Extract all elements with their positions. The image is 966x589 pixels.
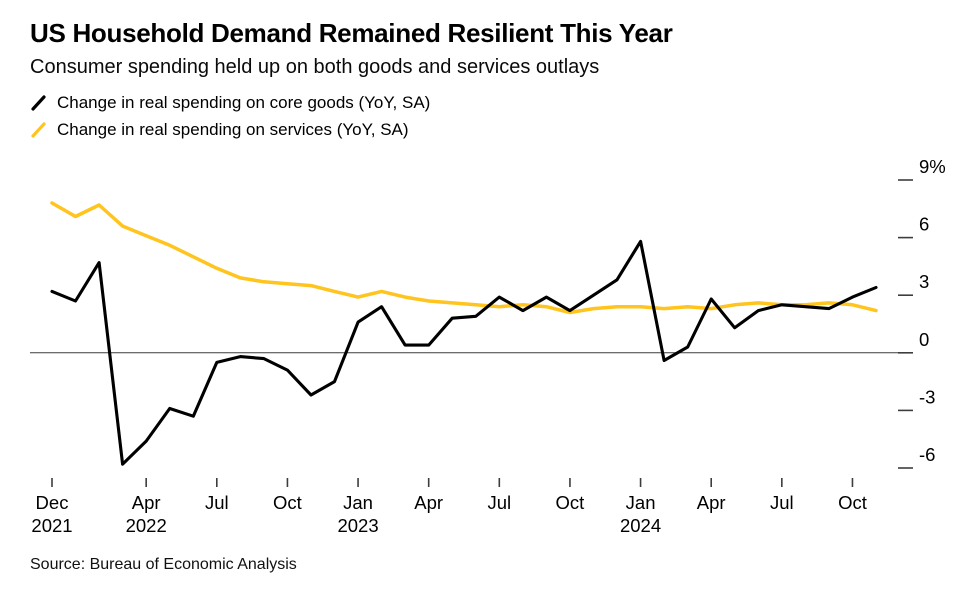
legend-label-core-goods: Change in real spending on core goods (Y… <box>57 93 431 112</box>
services-series-line <box>50 201 878 315</box>
chart-area: 9% 6 3 0 -3 -6 Dec 2021 Apr 2022 Jul Oct Jan 2023 Apr J… <box>0 146 966 538</box>
x-tick-year: 2024 <box>620 515 661 536</box>
x-tick-month: Jan <box>626 492 656 513</box>
y-tick-label: -3 <box>919 386 935 407</box>
legend-label-services: Change in real spending on services (YoY… <box>57 120 409 139</box>
y-tick-label: 3 <box>919 271 929 292</box>
legend: Change in real spending on core goods (Y… <box>30 91 938 142</box>
y-tick-label: 0 <box>919 329 929 350</box>
x-tick-month: Jan <box>343 492 373 513</box>
x-tick-month: Dec <box>36 492 69 513</box>
chart-title: US Household Demand Remained Resilient T… <box>30 18 673 48</box>
chart-header: US Household Demand Remained Resilient T… <box>0 0 966 142</box>
y-tick-label: 6 <box>919 214 929 235</box>
x-tick-year: 2023 <box>337 515 378 536</box>
x-tick-month: Jul <box>205 492 229 513</box>
legend-item-core-goods: Change in real spending on core goods (Y… <box>30 91 938 115</box>
goods-series-line <box>50 239 878 466</box>
services-line-swatch-icon <box>31 122 46 138</box>
x-tick-year: 2022 <box>126 515 167 536</box>
x-tick-month: Jul <box>487 492 511 513</box>
chart-footer: Source: Bureau of Economic Analysis <box>0 538 966 574</box>
y-tick-label: 9% <box>919 156 946 177</box>
legend-item-services: Change in real spending on services (YoY… <box>30 118 938 142</box>
x-tick-month: Jul <box>770 492 794 513</box>
x-tick-year: 2021 <box>31 515 72 536</box>
x-tick-month: Apr <box>132 492 161 513</box>
x-tick-month: Oct <box>273 492 302 513</box>
x-tick-month: Apr <box>414 492 443 513</box>
y-axis-labels: 9% 6 3 0 -3 -6 <box>898 156 946 469</box>
x-tick-month: Oct <box>838 492 867 513</box>
source-note: Source: Bureau of Economic Analysis <box>30 556 297 573</box>
y-tick-label: -6 <box>919 444 935 465</box>
goods-line-swatch-icon <box>31 95 46 111</box>
chart-subtitle: Consumer spending held up on both goods … <box>30 56 600 78</box>
x-tick-month: Apr <box>697 492 726 513</box>
x-tick-month: Oct <box>556 492 585 513</box>
